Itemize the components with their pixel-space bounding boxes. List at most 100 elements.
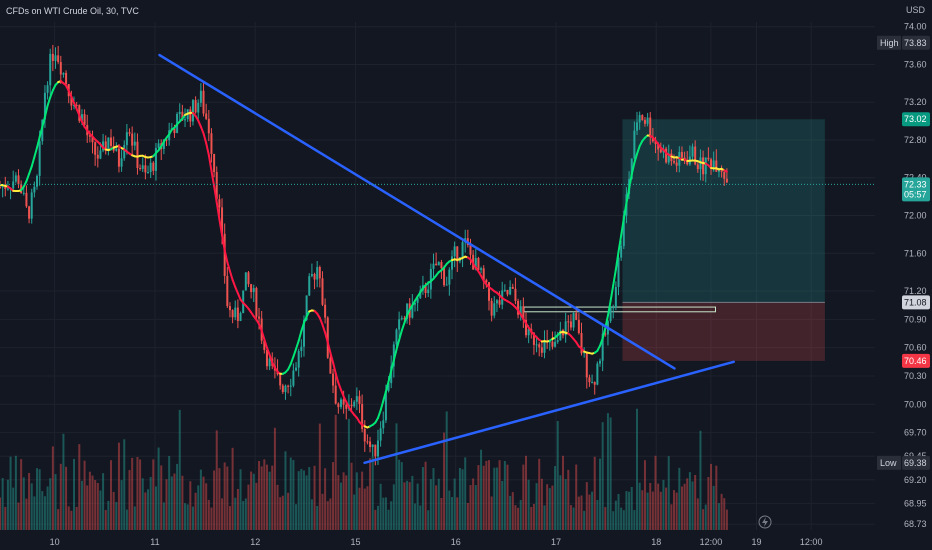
price-tag-value: 70.46 bbox=[904, 356, 927, 366]
volume-bar bbox=[688, 472, 691, 530]
candle-body bbox=[210, 133, 213, 154]
candle-body bbox=[154, 147, 157, 171]
volume-bar bbox=[554, 466, 557, 530]
ma-segment bbox=[395, 338, 401, 351]
candle-body bbox=[429, 268, 432, 290]
ma-segment bbox=[65, 84, 70, 92]
candle-body bbox=[6, 188, 9, 190]
y-tick-label: 70.30 bbox=[904, 371, 927, 381]
volume-bar bbox=[390, 501, 393, 530]
volume-bar bbox=[569, 505, 572, 530]
candle-body bbox=[435, 263, 438, 266]
y-tick-label: 71.20 bbox=[904, 286, 927, 296]
volume-bar bbox=[144, 492, 147, 530]
volume-bar bbox=[503, 461, 506, 530]
volume-bar bbox=[443, 432, 446, 530]
candle-body bbox=[355, 396, 358, 402]
replay-icon[interactable] bbox=[758, 515, 772, 529]
grid-lines bbox=[0, 22, 875, 530]
candle-body bbox=[191, 100, 194, 122]
volume-bar bbox=[453, 478, 456, 530]
ma-segment bbox=[339, 388, 345, 398]
long-position-tool[interactable] bbox=[523, 119, 825, 361]
candle-body bbox=[445, 284, 448, 286]
volume-bar bbox=[424, 461, 427, 530]
volume-bar bbox=[461, 469, 464, 530]
ma-segment bbox=[406, 308, 411, 317]
volume-bar bbox=[41, 491, 44, 530]
volume-bar bbox=[604, 507, 607, 530]
ma-segment bbox=[207, 153, 213, 172]
candle-body bbox=[120, 158, 123, 167]
volume-bar bbox=[408, 482, 411, 530]
volume-bar bbox=[694, 474, 697, 530]
volume-bar bbox=[532, 503, 535, 530]
candle-body bbox=[91, 136, 94, 143]
candle-body bbox=[398, 319, 401, 330]
volume-bar bbox=[70, 510, 73, 530]
candle-body bbox=[83, 114, 86, 126]
x-tick-label: 12:00 bbox=[700, 537, 723, 547]
volume-bar bbox=[585, 482, 588, 530]
volume-bar bbox=[464, 457, 467, 530]
volume-bar bbox=[75, 506, 78, 530]
candle-body bbox=[569, 321, 572, 328]
volume-bar bbox=[202, 476, 205, 530]
volume-bar bbox=[173, 473, 176, 530]
candle-body bbox=[363, 428, 366, 442]
candle-body bbox=[147, 172, 150, 174]
ma-segment bbox=[265, 346, 271, 356]
volume-bar bbox=[86, 485, 89, 530]
candle-body bbox=[559, 330, 562, 341]
volume-bar bbox=[564, 479, 567, 530]
candle-body bbox=[585, 352, 588, 378]
candle-body bbox=[519, 306, 522, 315]
volume-bar bbox=[421, 467, 424, 530]
candle-body bbox=[213, 153, 216, 173]
ma-segment bbox=[403, 314, 409, 324]
candle-body bbox=[686, 161, 689, 165]
volume-bar bbox=[527, 479, 530, 530]
candle-body bbox=[247, 272, 250, 285]
candle-body bbox=[104, 141, 107, 151]
volume-bar bbox=[247, 484, 250, 530]
candle-body bbox=[281, 385, 284, 393]
volume-bar bbox=[432, 468, 435, 530]
candle-body bbox=[46, 85, 49, 93]
ma-segment bbox=[326, 341, 332, 354]
price-tag-value: 69.38 bbox=[904, 458, 927, 468]
candle-body bbox=[638, 115, 641, 123]
volume-bar bbox=[382, 497, 385, 530]
candle-body bbox=[305, 295, 308, 320]
candle-body bbox=[403, 318, 406, 320]
candle-body bbox=[517, 300, 520, 315]
volume-bar bbox=[469, 485, 472, 530]
volume-bar bbox=[88, 471, 91, 530]
x-tick-label: 11 bbox=[150, 537, 159, 547]
ma-segment bbox=[633, 152, 639, 164]
volume-bar bbox=[583, 510, 586, 530]
volume-bar bbox=[178, 409, 181, 530]
volume-bar bbox=[342, 472, 345, 530]
ma-segment bbox=[38, 126, 44, 139]
candle-body bbox=[181, 111, 184, 121]
candle-body bbox=[321, 278, 324, 305]
trendlines[interactable] bbox=[158, 53, 735, 465]
ma-segment bbox=[379, 399, 385, 412]
time-axis[interactable]: 10 11 12 15 16 17 18 12:00 19 12:00 bbox=[50, 537, 823, 547]
volume-bar bbox=[252, 473, 255, 530]
candle-body bbox=[189, 109, 192, 122]
candle-body bbox=[657, 143, 660, 150]
volume-bar bbox=[191, 506, 194, 530]
ma-segment bbox=[46, 96, 52, 107]
ma-segment bbox=[384, 380, 390, 393]
volume-bar bbox=[429, 479, 432, 530]
candle-body bbox=[630, 158, 633, 180]
volume-bar bbox=[22, 477, 25, 530]
volume-bar bbox=[720, 493, 723, 530]
volume-bar bbox=[184, 503, 187, 530]
candle-body bbox=[96, 154, 99, 159]
ma-segment bbox=[25, 172, 31, 183]
candle-body bbox=[337, 403, 340, 408]
